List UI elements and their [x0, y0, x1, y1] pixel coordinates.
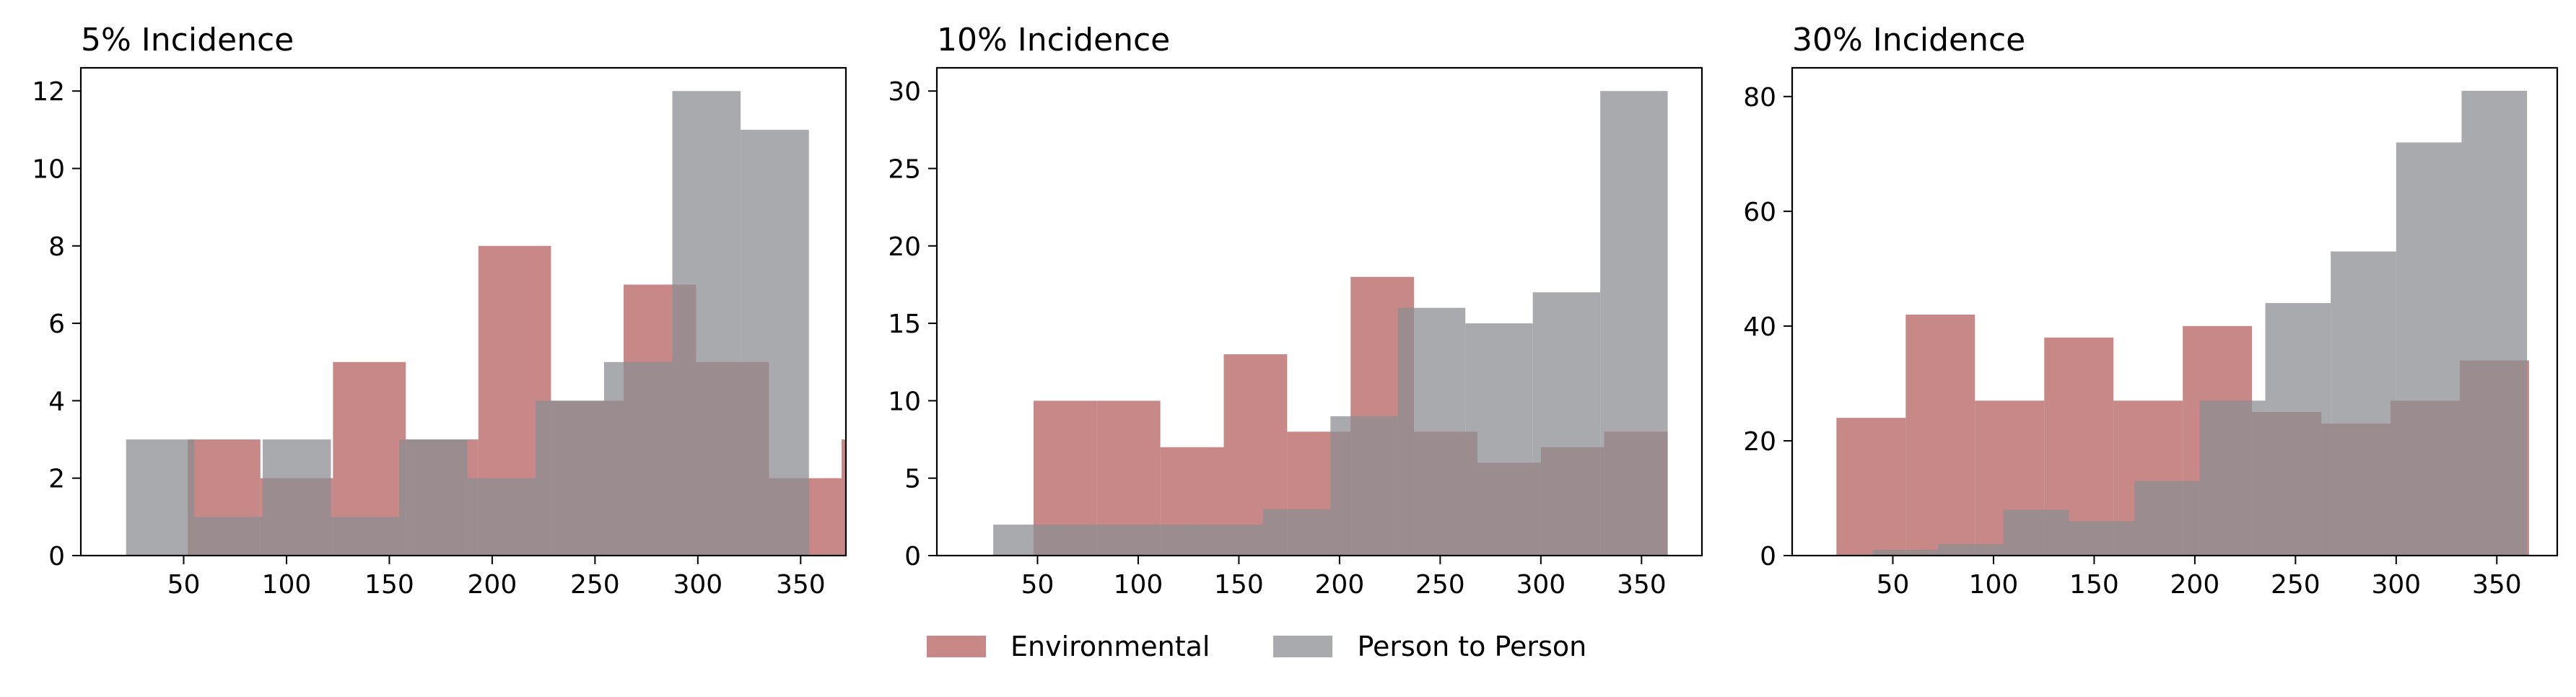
- legend-label-person-to-person: Person to Person: [1357, 631, 1587, 662]
- bar-person-to-person: [1262, 509, 1331, 556]
- bar-person-to-person: [1397, 307, 1466, 556]
- y-tick-label: 30: [888, 77, 921, 107]
- bar-person-to-person: [1938, 544, 2004, 556]
- legend-swatch-environmental: [927, 636, 986, 657]
- y-tick-label: 40: [1743, 312, 1776, 342]
- x-tick-label: 50: [1877, 570, 1910, 600]
- x-tick-label: 300: [1516, 570, 1566, 600]
- y-tick-label: 10: [888, 387, 921, 416]
- bars-group: [1836, 90, 2529, 556]
- bar-person-to-person: [399, 439, 468, 556]
- x-tick-label: 350: [776, 570, 826, 600]
- y-tick-label: 4: [48, 387, 65, 416]
- y-tick-label: 60: [1743, 198, 1776, 227]
- y-tick-label: 0: [904, 542, 921, 571]
- bar-environmental: [1905, 314, 1975, 556]
- axes-frame: [935, 66, 1703, 557]
- x-tick-label: 50: [167, 570, 201, 600]
- x-tick-label: 100: [262, 570, 312, 600]
- x-tick-label: 200: [468, 570, 518, 600]
- bar-person-to-person: [2003, 509, 2069, 556]
- bar-person-to-person: [1872, 550, 1939, 556]
- bar-person-to-person: [1060, 525, 1128, 556]
- y-tick-label: 80: [1743, 83, 1776, 113]
- bar-person-to-person: [1330, 416, 1398, 556]
- y-tick-label: 10: [32, 154, 65, 184]
- bar-person-to-person: [2199, 400, 2266, 556]
- bar-person-to-person: [1128, 525, 1196, 556]
- bar-person-to-person: [1600, 91, 1668, 556]
- bar-person-to-person: [2396, 142, 2462, 556]
- bar-person-to-person: [467, 478, 536, 556]
- bar-person-to-person: [536, 400, 604, 556]
- bar-person-to-person: [2134, 481, 2200, 556]
- bar-person-to-person: [126, 439, 195, 556]
- axes-frame: [79, 66, 847, 557]
- x-tick-label: 350: [2472, 570, 2522, 600]
- bars-group: [993, 91, 1668, 556]
- chart-title: 5% Incidence: [81, 22, 294, 58]
- x-tick-label: 100: [1969, 570, 2019, 600]
- legend-swatch-person-to-person: [1273, 636, 1333, 657]
- x-tick-label: 200: [1315, 570, 1365, 600]
- chart-title: 10% Incidence: [937, 22, 1170, 58]
- legend-item-environmental: Environmental: [927, 631, 1210, 662]
- legend-item-person-to-person: Person to Person: [1273, 631, 1586, 662]
- x-tick-label: 300: [2371, 570, 2421, 600]
- axes-frame: [1791, 66, 2559, 557]
- bars-group: [126, 91, 846, 556]
- y-tick-label: 0: [48, 542, 65, 571]
- y-tick-label: 8: [48, 232, 65, 262]
- x-tick-label: 50: [1021, 570, 1055, 600]
- x-tick-label: 250: [570, 570, 620, 600]
- bar-person-to-person: [194, 517, 263, 556]
- x-tick-label: 300: [673, 570, 722, 600]
- x-tick-label: 150: [2069, 570, 2119, 600]
- bar-person-to-person: [2331, 251, 2396, 556]
- bar-person-to-person: [2265, 303, 2331, 556]
- x-tick-label: 350: [1617, 570, 1667, 600]
- bar-person-to-person: [1195, 525, 1263, 556]
- x-tick-label: 250: [2271, 570, 2320, 600]
- x-tick-label: 100: [1114, 570, 1163, 600]
- x-tick-label: 250: [1415, 570, 1465, 600]
- y-tick-label: 12: [32, 77, 65, 107]
- bar-environmental: [842, 439, 846, 556]
- y-tick-label: 0: [1760, 542, 1776, 571]
- bar-environmental: [1836, 418, 1906, 556]
- bar-person-to-person: [1532, 292, 1601, 556]
- legend-label-environmental: Environmental: [1010, 631, 1210, 662]
- y-tick-label: 6: [48, 310, 65, 339]
- y-tick-label: 5: [904, 465, 921, 494]
- legend: Environmental Person to Person: [927, 626, 1586, 667]
- y-tick-label: 25: [888, 154, 921, 184]
- bar-person-to-person: [741, 129, 809, 556]
- bar-person-to-person: [672, 91, 741, 556]
- x-tick-label: 150: [1214, 570, 1264, 600]
- bar-person-to-person: [331, 517, 400, 556]
- x-tick-label: 150: [364, 570, 414, 600]
- chart-panel-3: 50 100 150 200 250 300 350 0 20 40 60 80 30% Inciden…: [1743, 22, 2559, 600]
- y-tick-label: 20: [888, 232, 921, 262]
- bar-person-to-person: [993, 525, 1061, 556]
- chart-title: 30% Incidence: [1792, 22, 2025, 58]
- x-tick-label: 200: [2170, 570, 2220, 600]
- chart-panel-1: 50 100 150 200 250 300 350 0 2 4 6 8 10 12 5% Incidenc…: [32, 22, 847, 600]
- y-tick-label: 20: [1743, 427, 1776, 457]
- bar-person-to-person: [2069, 521, 2135, 556]
- bar-person-to-person: [2461, 90, 2528, 556]
- bar-person-to-person: [262, 439, 331, 556]
- bar-person-to-person: [603, 361, 673, 556]
- y-tick-label: 15: [888, 310, 921, 339]
- chart-panel-2: 50 100 150 200 250 300 350 0 5 10 15 20 25 30 10% Inci…: [888, 22, 1703, 600]
- y-tick-label: 2: [48, 465, 65, 494]
- bar-person-to-person: [1465, 323, 1533, 556]
